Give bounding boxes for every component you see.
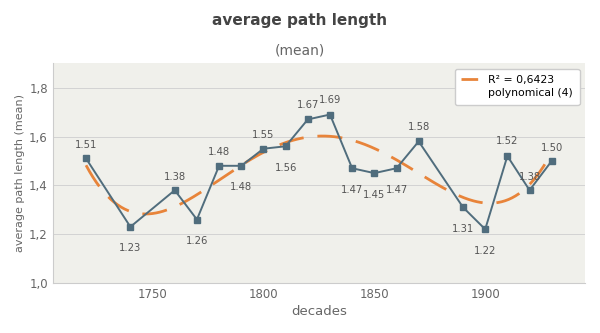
Text: 1.67: 1.67 [296,100,319,110]
Text: 1.31: 1.31 [452,224,474,234]
Text: 1.69: 1.69 [319,95,341,105]
Text: (mean): (mean) [275,43,325,57]
Text: 1.48: 1.48 [230,182,253,192]
Text: 1.47: 1.47 [341,185,363,195]
Text: 1.47: 1.47 [385,185,407,195]
Text: 1.56: 1.56 [274,163,297,173]
Text: 1.22: 1.22 [474,246,496,256]
Y-axis label: average path length (mean): average path length (mean) [15,94,25,252]
Text: 1.55: 1.55 [252,131,275,141]
X-axis label: decades: decades [291,305,347,318]
Text: 1.26: 1.26 [186,236,208,246]
Text: 1.48: 1.48 [208,148,230,158]
Text: 1.45: 1.45 [363,190,385,200]
Text: 1.38: 1.38 [518,172,541,182]
Text: 1.58: 1.58 [407,122,430,132]
Text: average path length: average path length [212,13,388,28]
Text: 1.50: 1.50 [541,143,563,153]
Text: 1.38: 1.38 [164,172,186,182]
Text: 1.51: 1.51 [75,140,97,150]
Legend: R² = 0,6423, polynomical (4): R² = 0,6423, polynomical (4) [455,69,580,105]
Text: 1.52: 1.52 [496,136,518,146]
Text: 1.23: 1.23 [119,243,142,253]
